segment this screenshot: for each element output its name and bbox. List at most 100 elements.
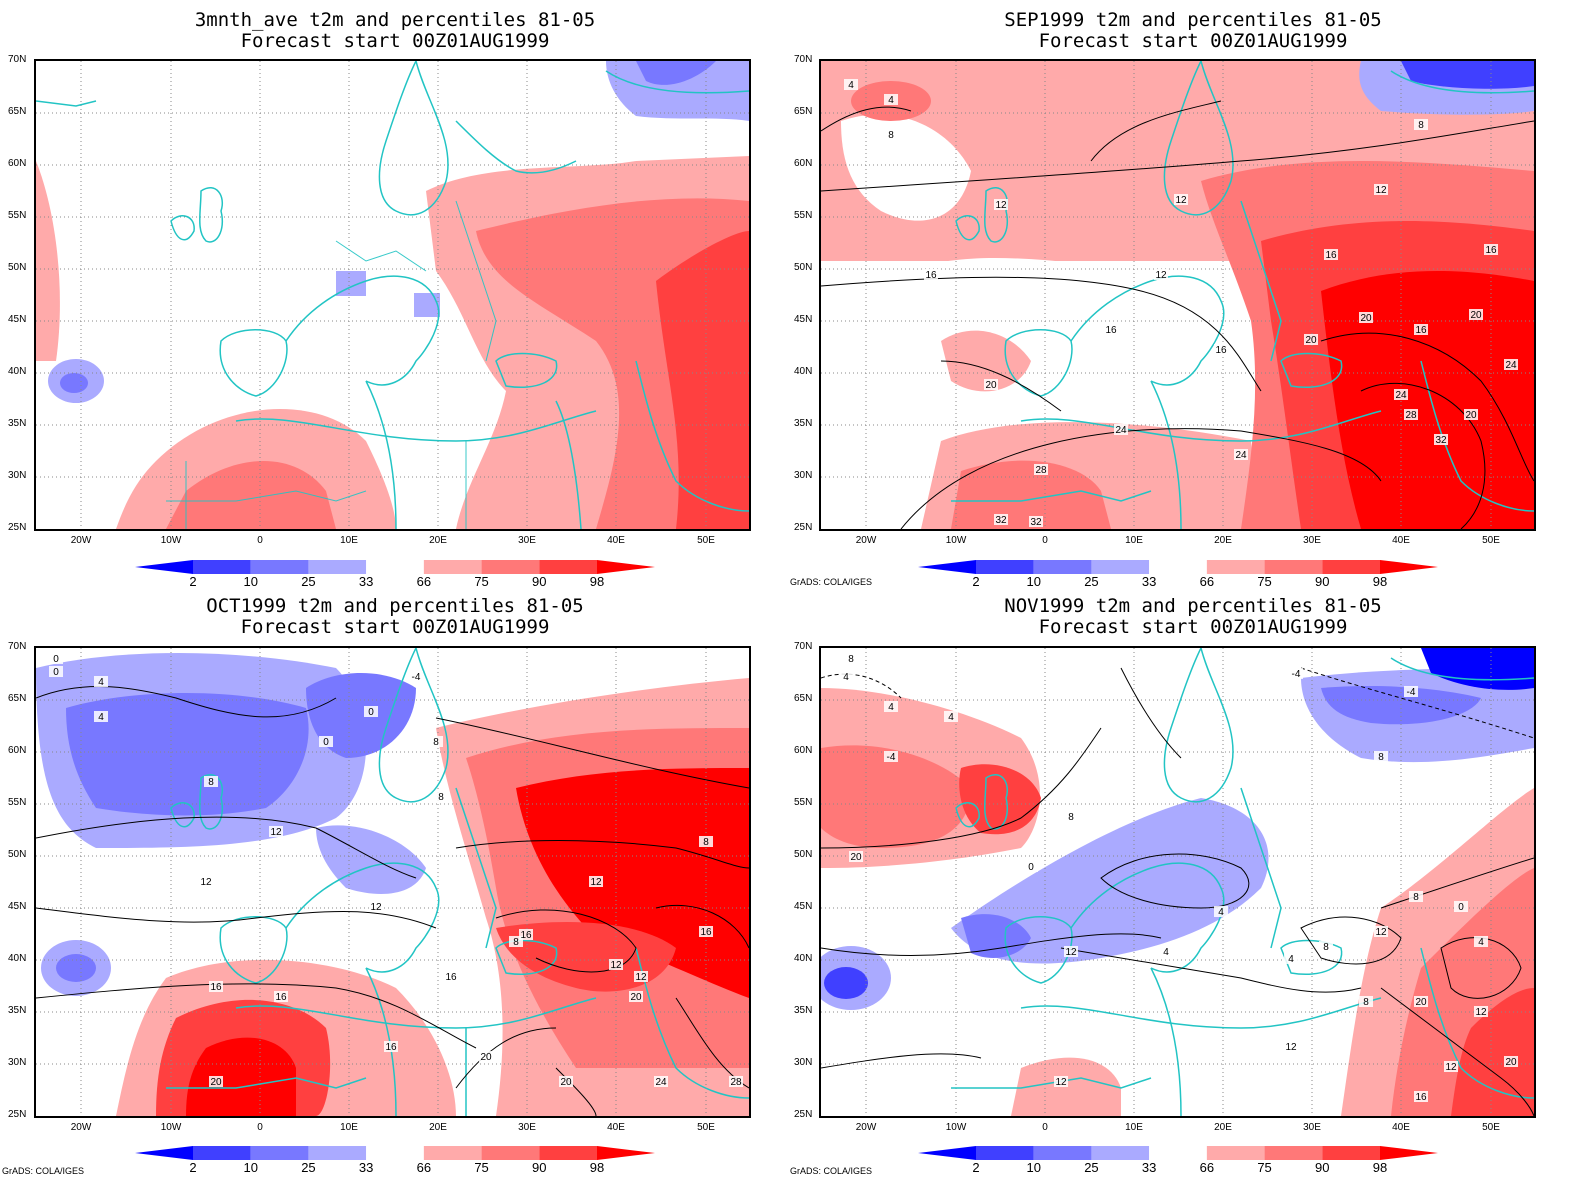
cold-anomaly-atlantic-strong <box>66 693 309 816</box>
contour-label: 12 <box>609 959 623 971</box>
contour-label: 12 <box>1154 269 1168 281</box>
warm-anomaly-atlantic <box>36 161 60 361</box>
svg-text:12: 12 <box>1155 270 1167 281</box>
colorbar-label: 25 <box>1084 574 1099 589</box>
contour-label: 20 <box>1304 334 1318 346</box>
contour-label: 16 <box>1414 324 1428 336</box>
svg-text:32: 32 <box>995 515 1007 526</box>
map-field: 0 0 4 4 -4 0 0 8 8 8 8 8 12 12 12 12 12 12 16 16 16 16 16 16 20 2… <box>36 648 749 1116</box>
colorbar-arrow-low <box>135 1146 193 1160</box>
colorbar-label: 2 <box>972 574 980 589</box>
svg-text:8: 8 <box>1363 997 1369 1008</box>
contour-label: 12 <box>634 971 648 983</box>
coastlines <box>166 648 749 1116</box>
contour-label: 24 <box>1114 424 1128 436</box>
colorbar-segment <box>1264 1146 1323 1160</box>
lat-label: 25N <box>794 1109 813 1120</box>
contour-label: 4 <box>884 701 898 713</box>
svg-text:12: 12 <box>995 200 1007 211</box>
contour-label: 20 <box>849 851 863 863</box>
colorbar-label: 90 <box>1315 1160 1330 1175</box>
svg-text:20: 20 <box>630 992 642 1003</box>
svg-text:4: 4 <box>888 702 894 713</box>
lon-label: 40E <box>1392 1122 1410 1133</box>
svg-text:4: 4 <box>1288 954 1294 965</box>
lat-label: 45N <box>8 901 27 912</box>
svg-text:20: 20 <box>560 1077 572 1088</box>
svg-text:-4: -4 <box>1407 687 1416 698</box>
svg-text:12: 12 <box>1375 185 1387 196</box>
colorbar-segment <box>250 1146 309 1160</box>
contour-label: 4 <box>1159 946 1173 958</box>
colorbar-svg <box>918 1146 1438 1160</box>
lon-label: 10E <box>1125 535 1143 546</box>
svg-text:16: 16 <box>275 992 287 1003</box>
contour-label: 24 <box>1504 359 1518 371</box>
warm-anomaly-central <box>941 330 1031 392</box>
colorbar-segment <box>308 560 367 574</box>
svg-text:20: 20 <box>1305 335 1317 346</box>
warm-anomaly-africa-strong <box>951 460 1111 529</box>
svg-text:16: 16 <box>1215 345 1227 356</box>
lon-label: 30E <box>518 535 536 546</box>
colorbar-segment <box>193 560 251 574</box>
contour-label: 8 <box>1409 891 1423 903</box>
lon-label: 50E <box>697 1122 715 1133</box>
contour-label: 12 <box>1064 946 1078 958</box>
contour-label: 8 <box>1359 996 1373 1008</box>
lat-label: 50N <box>8 262 27 273</box>
contour-label: 28 <box>1404 409 1418 421</box>
lat-label: 30N <box>794 1057 813 1068</box>
colorbar-segment <box>1149 560 1207 574</box>
panel-sep1999: SEP1999 t2m and percentiles 81-05 Foreca… <box>790 0 1596 590</box>
contour-label: 12 <box>589 876 603 888</box>
lat-label: 50N <box>794 262 813 273</box>
svg-text:16: 16 <box>925 270 937 281</box>
contour-label: 20 <box>1504 1056 1518 1068</box>
contour-label: 16 <box>274 991 288 1003</box>
colorbar: 2 10 25 33 66 75 90 98 <box>918 560 1438 590</box>
svg-text:12: 12 <box>1285 1042 1297 1053</box>
lon-label: 50E <box>1482 535 1500 546</box>
contour-label: 16 <box>444 971 458 983</box>
lat-label: 45N <box>794 901 813 912</box>
colorbar-svg <box>135 560 655 574</box>
colorbar-arrow-high <box>597 1146 655 1160</box>
colorbar-label: 98 <box>1372 1160 1388 1175</box>
panel-title-line1: OCT1999 t2m and percentiles 81-05 <box>206 595 584 617</box>
panel-title-line1: NOV1999 t2m and percentiles 81-05 <box>1004 595 1382 617</box>
contour-label: 16 <box>1414 1091 1428 1103</box>
svg-text:20: 20 <box>1360 313 1372 324</box>
grads-credit: GrADS: COLA/IGES <box>790 1166 873 1176</box>
cold-anomaly-atlantic-core <box>60 373 88 393</box>
contour-label: 20 <box>209 1076 223 1088</box>
contour-label: 0 <box>1024 861 1038 873</box>
lon-label: 30E <box>1303 535 1321 546</box>
colorbar-segment <box>1091 560 1150 574</box>
contour-label: 8 <box>429 736 443 748</box>
grads-credit: GrADS: COLA/IGES <box>790 577 873 587</box>
svg-text:12: 12 <box>635 972 647 983</box>
svg-text:8: 8 <box>513 937 519 948</box>
contour-label: 0 <box>1454 901 1468 913</box>
contour-label: 8 <box>204 776 218 788</box>
cold-anomaly-central <box>951 798 1269 964</box>
svg-text:4: 4 <box>98 712 104 723</box>
warm-anomaly-africa-strong <box>166 461 336 529</box>
contour-label: 8 <box>1414 119 1428 131</box>
contour-label: 12 <box>1444 1061 1458 1073</box>
colorbar-arrow-high <box>1380 560 1438 574</box>
svg-text:16: 16 <box>520 930 532 941</box>
svg-text:20: 20 <box>210 1077 222 1088</box>
coastlines <box>951 61 1534 529</box>
contour-label: 8 <box>434 791 448 803</box>
colorbar-label: 75 <box>1257 574 1272 589</box>
contour-label: 16 <box>924 269 938 281</box>
svg-text:16: 16 <box>445 972 457 983</box>
colorbar-label: 33 <box>1141 574 1157 589</box>
contour-label: 20 <box>559 1076 573 1088</box>
cold-anomaly-carpathian <box>414 293 440 317</box>
contour-label: 12 <box>1174 194 1188 206</box>
colorbar-segment <box>539 560 597 574</box>
colorbar-label: 10 <box>1026 1160 1041 1175</box>
